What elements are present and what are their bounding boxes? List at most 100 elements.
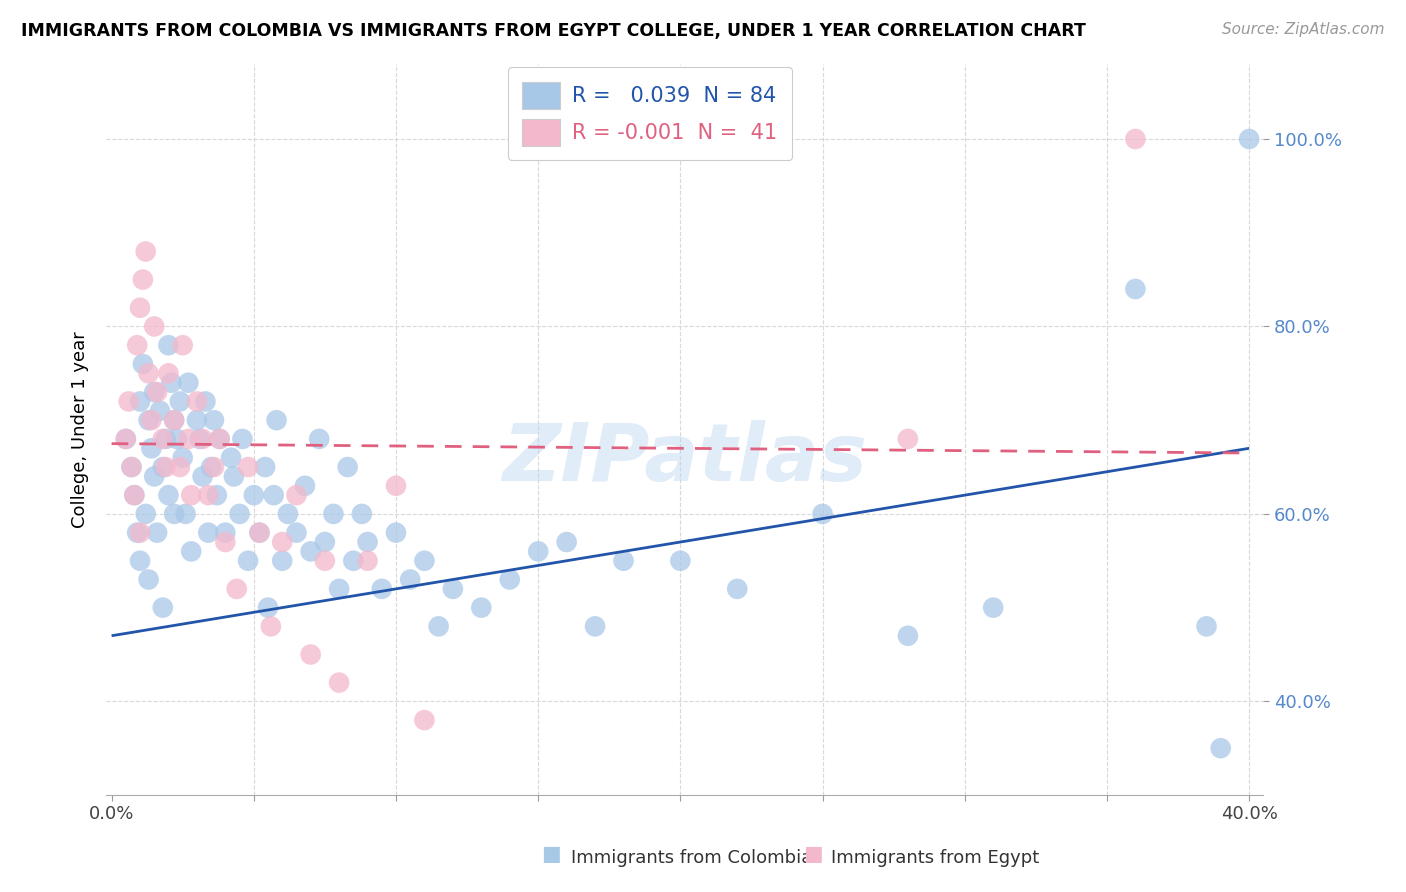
Point [127, 525, 149, 540]
Text: ■: ■ [803, 845, 823, 864]
Point [146, 525, 169, 540]
Point [194, 394, 217, 409]
Point [231, 432, 253, 446]
Point [214, 525, 236, 540]
Point [583, 619, 606, 633]
Point [208, 432, 231, 446]
Point [121, 460, 143, 475]
Point [228, 507, 250, 521]
Point [243, 488, 266, 502]
Point [188, 432, 211, 446]
Point [157, 488, 180, 502]
Point [225, 582, 247, 596]
Point [249, 525, 271, 540]
Point [527, 544, 550, 558]
Point [612, 554, 634, 568]
Point [129, 301, 152, 315]
Point [208, 432, 231, 446]
Point [308, 432, 330, 446]
Point [141, 442, 163, 456]
Point [143, 319, 166, 334]
Point [180, 488, 202, 502]
Point [166, 432, 188, 446]
Y-axis label: College, Under 1 year: College, Under 1 year [72, 331, 89, 528]
Point [249, 525, 271, 540]
Point [169, 394, 191, 409]
Point [236, 460, 259, 475]
Point [356, 554, 378, 568]
Text: Source: ZipAtlas.com: Source: ZipAtlas.com [1222, 22, 1385, 37]
Point [157, 338, 180, 352]
Point [174, 507, 197, 521]
Point [163, 413, 186, 427]
Point [177, 432, 200, 446]
Point [214, 535, 236, 549]
Point [1209, 741, 1232, 756]
Point [294, 479, 316, 493]
Point [129, 394, 152, 409]
Point [271, 535, 294, 549]
Point [132, 357, 155, 371]
Point [897, 432, 920, 446]
Point [200, 460, 222, 475]
Point [222, 469, 245, 483]
Point [155, 460, 177, 475]
Point [143, 469, 166, 483]
Point [205, 488, 228, 502]
Point [152, 460, 174, 475]
Point [127, 338, 149, 352]
Point [981, 600, 1004, 615]
Point [299, 544, 322, 558]
Point [1125, 282, 1147, 296]
Point [152, 432, 174, 446]
Point [328, 675, 350, 690]
Point [143, 385, 166, 400]
Point [132, 272, 155, 286]
Point [160, 376, 183, 390]
Point [138, 367, 160, 381]
Point [197, 525, 219, 540]
Point [336, 460, 359, 475]
Point [470, 600, 492, 615]
Point [172, 450, 194, 465]
Point [266, 413, 288, 427]
Point [669, 554, 692, 568]
Point [342, 554, 364, 568]
Point [163, 507, 186, 521]
Text: IMMIGRANTS FROM COLOMBIA VS IMMIGRANTS FROM EGYPT COLLEGE, UNDER 1 YEAR CORRELAT: IMMIGRANTS FROM COLOMBIA VS IMMIGRANTS F… [21, 22, 1085, 40]
Point [350, 507, 373, 521]
Text: Immigrants from Colombia: Immigrants from Colombia [548, 849, 813, 867]
Point [138, 413, 160, 427]
Point [299, 648, 322, 662]
Point [254, 460, 277, 475]
Point [811, 507, 834, 521]
Point [413, 554, 436, 568]
Point [135, 244, 157, 259]
Point [371, 582, 394, 596]
Point [197, 488, 219, 502]
Point [191, 469, 214, 483]
Point [285, 525, 308, 540]
Point [141, 413, 163, 427]
Point [124, 488, 146, 502]
Point [328, 582, 350, 596]
Point [202, 413, 225, 427]
Legend: R =   0.039  N = 84, R = -0.001  N =  41: R = 0.039 N = 84, R = -0.001 N = 41 [508, 67, 792, 161]
Point [441, 582, 464, 596]
Point [725, 582, 748, 596]
Text: ■: ■ [541, 845, 561, 864]
Point [427, 619, 450, 633]
Point [897, 629, 920, 643]
Point [135, 507, 157, 521]
Point [555, 535, 578, 549]
Point [356, 535, 378, 549]
Point [1125, 132, 1147, 146]
Point [121, 460, 143, 475]
Point [129, 525, 152, 540]
Point [499, 573, 522, 587]
Point [124, 488, 146, 502]
Point [385, 525, 408, 540]
Point [385, 479, 408, 493]
Point [219, 450, 242, 465]
Point [322, 507, 344, 521]
